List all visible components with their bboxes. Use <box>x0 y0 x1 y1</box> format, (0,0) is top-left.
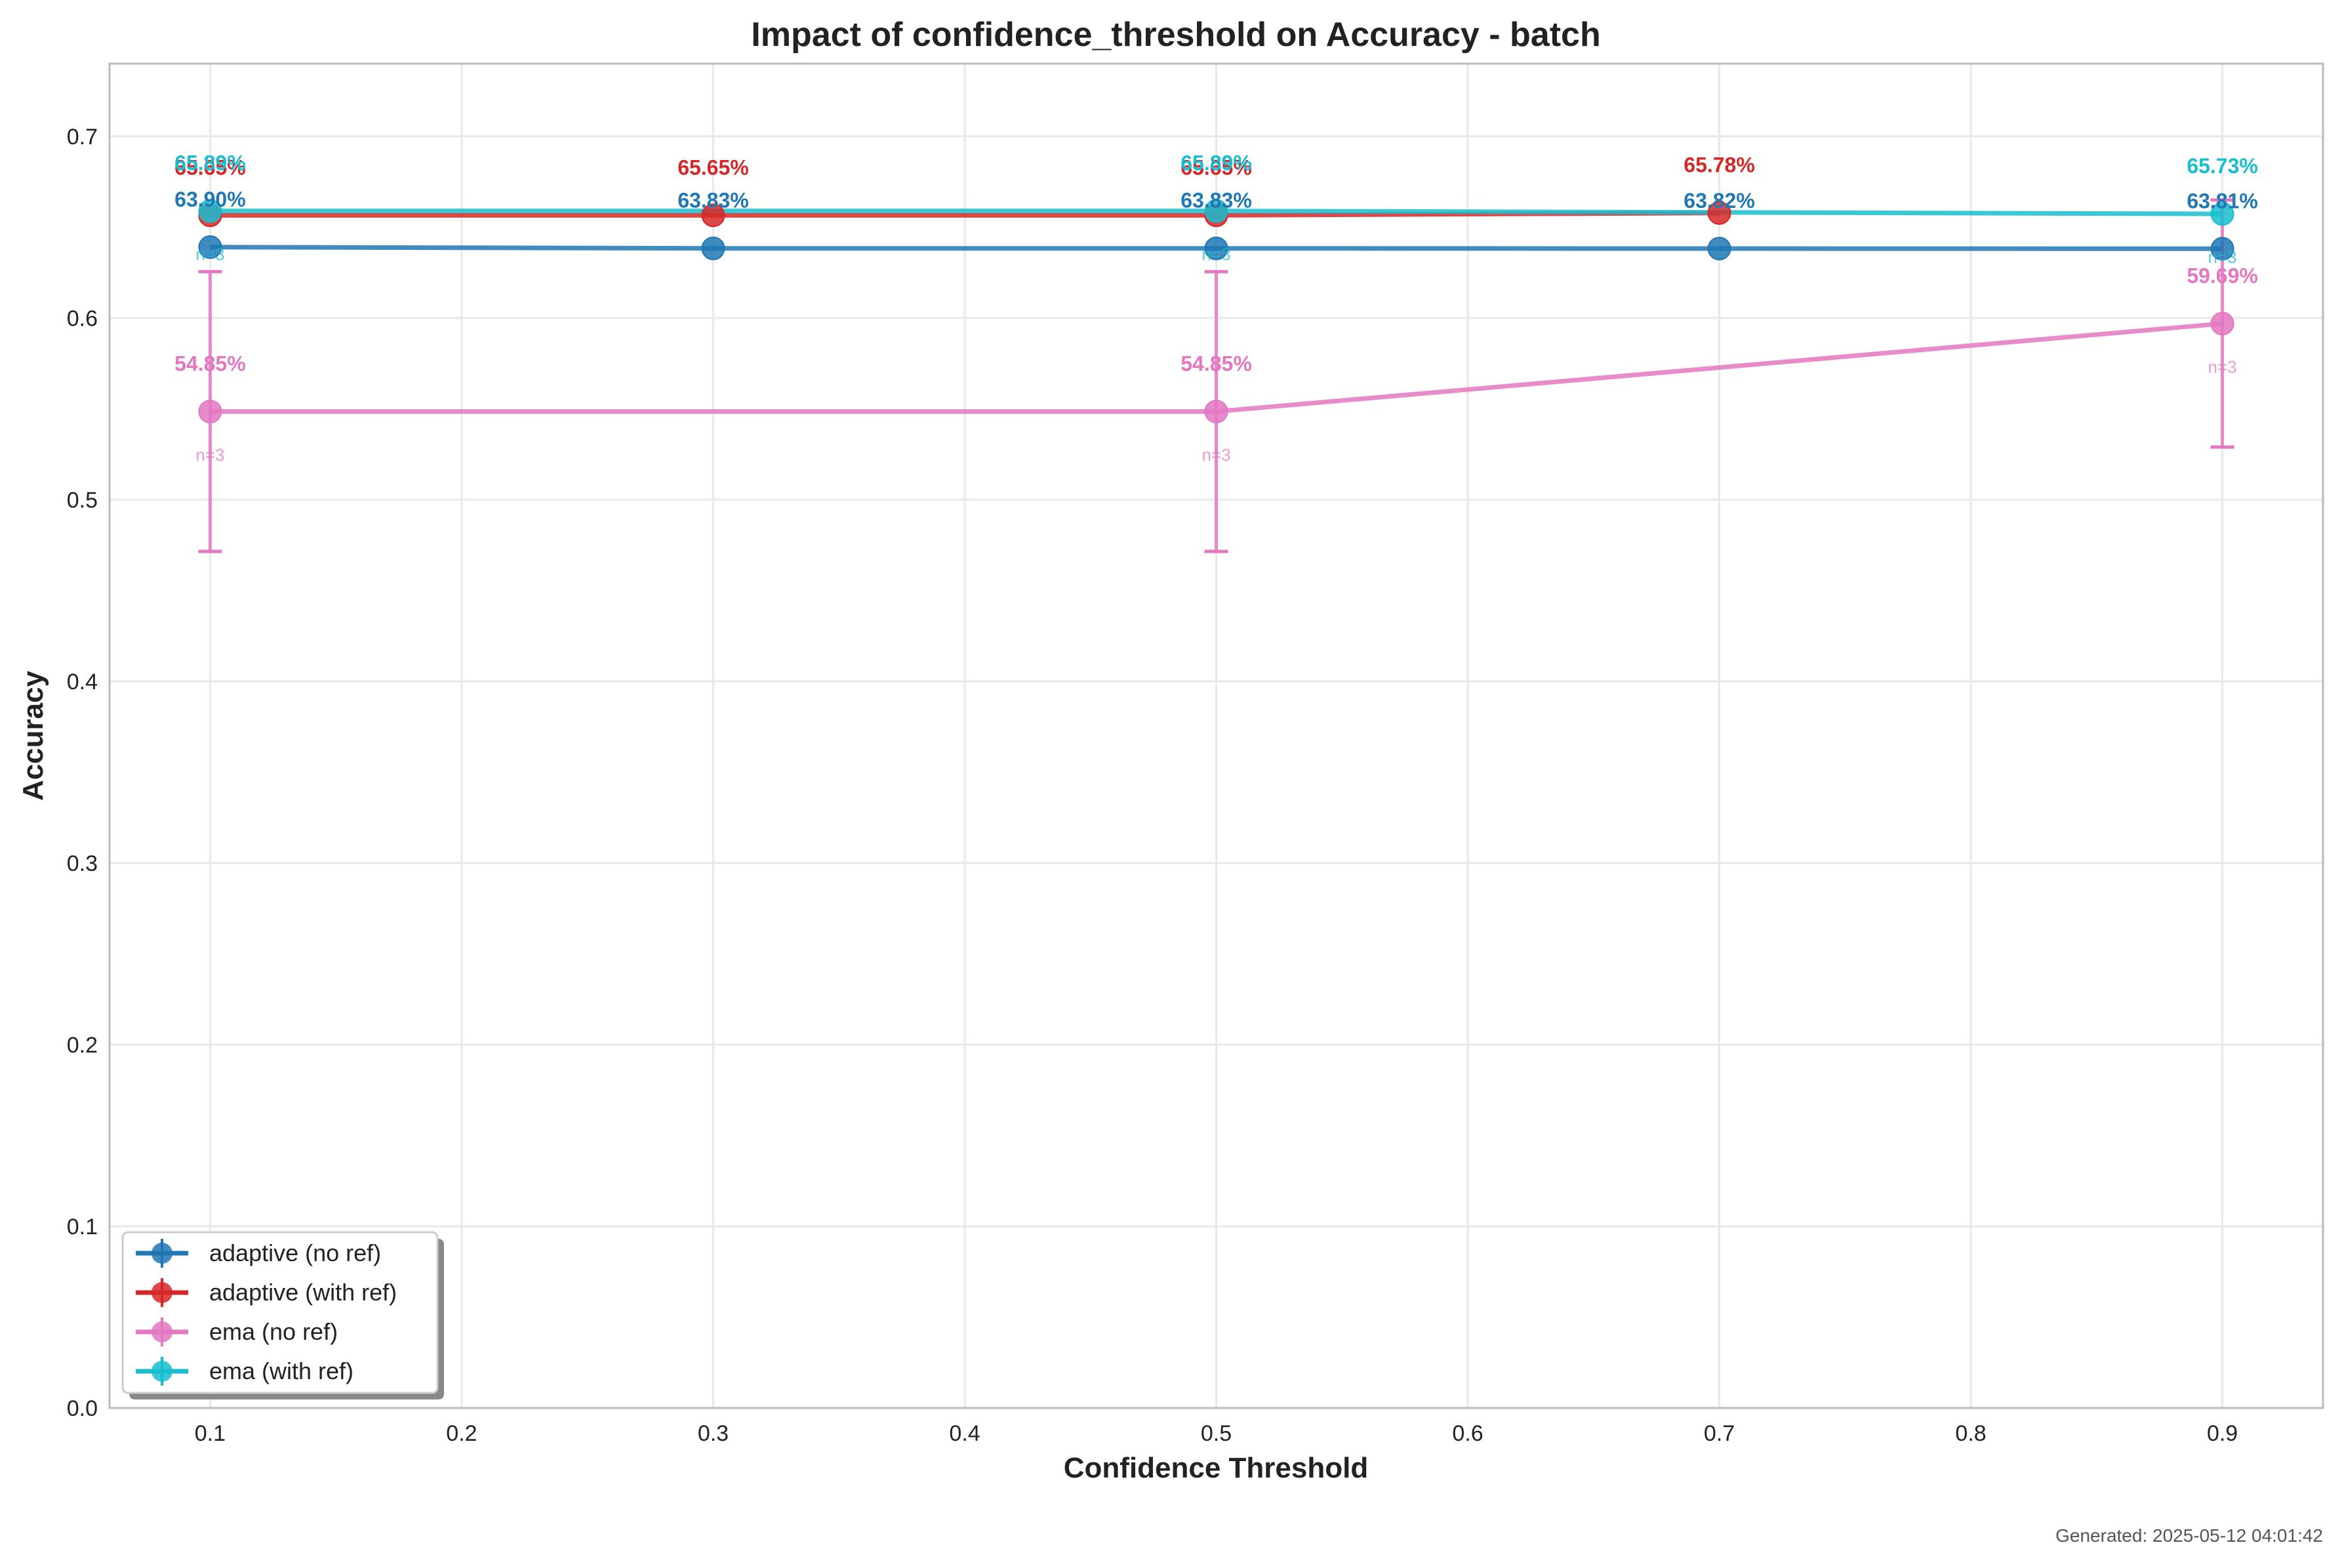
data-point <box>701 236 725 260</box>
data-point <box>198 235 222 259</box>
legend-label: adaptive (with ref) <box>209 1279 397 1306</box>
y-tick-label: 0.5 <box>67 488 98 513</box>
data-label: 54.85% <box>1181 352 1252 376</box>
y-tick-labels: 0.0 0.1 0.2 0.3 0.4 0.5 0.6 0.7 <box>67 125 98 1421</box>
y-tick-label: 0.0 <box>67 1396 98 1421</box>
x-tick-label: 0.6 <box>1452 1421 1483 1446</box>
n-label: n=3 <box>2208 247 2237 267</box>
legend: adaptive (no ref) adaptive (with ref) ema … <box>121 1231 444 1399</box>
x-tick-label: 0.2 <box>446 1421 477 1446</box>
data-point <box>1204 236 1228 260</box>
data-point <box>198 199 222 223</box>
legend-marker <box>151 1321 172 1342</box>
data-point <box>198 399 222 424</box>
legend-label: ema (with ref) <box>209 1357 353 1384</box>
plot-frame <box>108 62 2324 1409</box>
data-point <box>2210 312 2234 336</box>
data-label: 65.89% <box>174 151 246 175</box>
x-tick-label: 0.5 <box>1201 1421 1232 1446</box>
data-point <box>1204 399 1228 424</box>
legend-marker <box>151 1361 172 1382</box>
data-label: 65.73% <box>2187 154 2258 178</box>
data-label: 65.65% <box>174 155 246 179</box>
x-tick-label: 0.4 <box>949 1421 980 1446</box>
data-label: 59.69% <box>2187 264 2258 287</box>
data-point <box>2210 202 2234 226</box>
legend-marker <box>151 1243 172 1264</box>
series-line <box>210 211 1720 218</box>
legend-marker <box>151 1282 172 1303</box>
y-tick-label: 0.1 <box>67 1215 98 1239</box>
legend-label: adaptive (no ref) <box>209 1239 381 1266</box>
data-label: 54.85% <box>174 352 246 376</box>
data-point <box>2210 237 2234 261</box>
y-tick-label: 0.2 <box>67 1033 98 1058</box>
data-label: 63.90% <box>174 188 246 211</box>
data-label: 63.82% <box>1684 189 1755 212</box>
data-label: 63.83% <box>1181 189 1252 212</box>
y-tick-label: 0.6 <box>67 306 98 331</box>
y-tick-label: 0.3 <box>67 851 98 876</box>
x-tick-label: 0.9 <box>2207 1421 2238 1446</box>
legend-label: ema (no ref) <box>209 1318 338 1345</box>
n-label: n=3 <box>1201 445 1230 465</box>
data-points <box>198 199 2234 424</box>
x-tick-label: 0.7 <box>1704 1421 1735 1446</box>
n-label: n=3 <box>2208 357 2237 376</box>
y-tick-label: 0.4 <box>67 670 98 694</box>
x-tick-label: 0.3 <box>698 1421 729 1446</box>
y-tick-label: 0.7 <box>67 125 98 150</box>
data-labels: 63.90% 63.83% 63.83% 63.82% 63.81% 65.65% 65.6… <box>174 151 2258 376</box>
x-tick-label: 0.1 <box>195 1421 226 1446</box>
data-label: 65.78% <box>1684 153 1755 177</box>
n-label: n=3 <box>1201 245 1230 264</box>
data-label: 63.83% <box>677 189 749 212</box>
chart-title: Impact of confidence_threshold on Accura… <box>751 16 1600 54</box>
x-axis-label: Confidence Threshold <box>1064 1452 1368 1484</box>
generated-timestamp: Generated: 2025-05-12 04:01:42 <box>2055 1525 2323 1546</box>
data-point <box>1707 201 1731 225</box>
data-point <box>701 203 725 228</box>
x-tick-labels: 0.1 0.2 0.3 0.4 0.5 0.6 0.7 0.8 0.9 <box>195 1421 2238 1446</box>
legend-items: adaptive (no ref) adaptive (with ref) ema … <box>136 1239 397 1386</box>
data-point <box>1204 199 1228 223</box>
y-axis-label: Accuracy <box>17 670 49 801</box>
data-label: 65.65% <box>677 155 749 179</box>
data-label: 63.81% <box>2187 189 2258 212</box>
legend-box <box>121 1231 439 1394</box>
n-label: n=3 <box>195 445 224 465</box>
sample-size-labels: n=3 n=3 n=3 n=3 n=3 n=3 <box>195 245 2236 465</box>
n-label: n=3 <box>195 245 224 264</box>
data-label: 65.89% <box>1181 151 1252 175</box>
data-point <box>1707 237 1731 261</box>
x-tick-label: 0.8 <box>1955 1421 1986 1446</box>
data-label: 65.65% <box>1181 155 1252 179</box>
